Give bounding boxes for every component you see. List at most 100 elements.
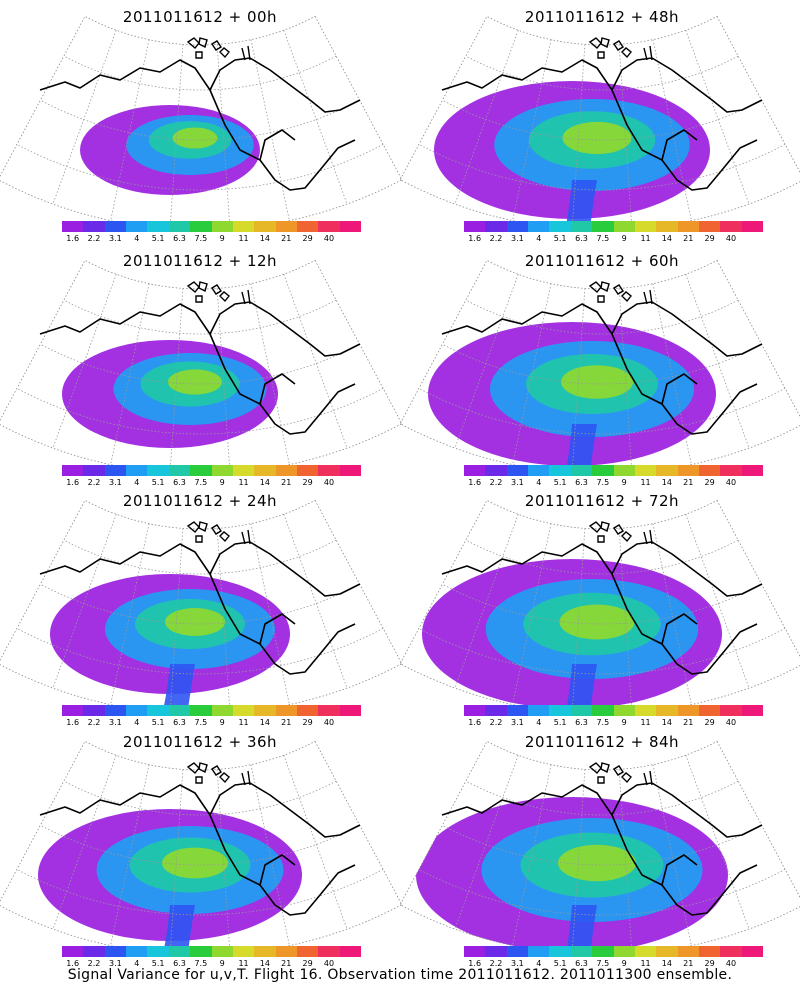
graticule-meridian — [169, 528, 184, 713]
colorbar-tick-label: 4 — [536, 478, 542, 487]
colorbar-tick-label: 40 — [323, 959, 335, 968]
arctic-islands — [186, 281, 251, 305]
colorbar-tick-label: 3.1 — [109, 959, 122, 968]
graticule-meridian — [283, 30, 348, 205]
colorbar-swatch — [698, 946, 721, 957]
graticule-parallel — [418, 868, 786, 916]
colorbar-tick-label: 9 — [219, 718, 225, 727]
panel-title: 2011011612 + 00h — [122, 8, 278, 26]
colorbar-swatch — [104, 465, 127, 476]
colorbar-ticks: 1.6 2.2 3.1 4 5.1 6.3 7.5 9 11 14 21 29 40 — [464, 478, 763, 490]
colorbar-tick-label: 2.2 — [87, 959, 101, 968]
graticule-meridian — [52, 514, 117, 689]
figure-caption: Signal Variance for u,v,T. Flight 16. Ob… — [67, 967, 733, 983]
map-plot — [399, 499, 800, 715]
graticule-meridian — [169, 44, 184, 229]
colorbar-tick-label: 21 — [683, 959, 694, 968]
graticule-parallel — [418, 387, 786, 435]
graticule-meridian — [283, 514, 348, 689]
graticule-meridian — [454, 514, 519, 689]
colorbar-tick-label: 7.5 — [596, 718, 610, 727]
map-boundary — [0, 259, 403, 475]
map-plot — [399, 259, 800, 475]
colorbar-swatch — [549, 221, 571, 232]
colorbar — [464, 465, 764, 476]
graticule-meridian — [250, 523, 290, 705]
colorbar-swatch — [147, 705, 169, 716]
colorbar-tick-label: 2.2 — [87, 478, 101, 487]
coastline — [39, 541, 361, 675]
colorbar-swatch — [549, 465, 571, 476]
colorbar-tick-label: 1.6 — [468, 959, 482, 968]
colorbar-tick-label: 5.1 — [553, 959, 567, 968]
graticule-meridian — [685, 514, 750, 689]
graticule-meridian — [216, 528, 231, 713]
graticule-meridian — [52, 755, 117, 930]
colorbar-swatch — [570, 705, 593, 716]
colorbar-swatch — [168, 221, 191, 232]
coastline — [39, 782, 361, 916]
colorbar-swatch — [254, 946, 276, 957]
graticule-meridian — [216, 44, 231, 229]
colorbar-tick-label: 3.1 — [109, 234, 122, 243]
colorbar-swatch — [339, 946, 362, 957]
colorbar-tick-label: 3.1 — [511, 959, 524, 968]
colorbar-tick-label: 5.1 — [151, 959, 165, 968]
arctic-islands — [588, 521, 653, 545]
colorbar-tick-label: 29 — [704, 718, 715, 727]
graticule-meridian — [250, 39, 290, 221]
graticule-meridian — [169, 769, 184, 954]
colorbar-tick-label: 29 — [704, 959, 715, 968]
colorbar-swatch — [613, 221, 635, 232]
colorbar-tick-label: 2.2 — [489, 959, 503, 968]
arctic-islands — [186, 762, 251, 786]
colorbar-tick-label: 40 — [725, 478, 737, 487]
map-boundary — [0, 740, 403, 956]
colorbar-tick-label: 7.5 — [194, 718, 208, 727]
colorbar-swatch — [677, 946, 699, 957]
colorbar-tick-label: 5.1 — [151, 478, 165, 487]
graticule-meridian — [110, 523, 150, 705]
graticule-parallel — [63, 299, 337, 335]
colorbar-swatch — [254, 465, 276, 476]
graticule-meridian — [110, 764, 150, 946]
colorbar-tick-label: 6.3 — [575, 959, 588, 968]
colorbar-tick-label: 29 — [704, 478, 715, 487]
colorbar-tick-label: 21 — [683, 234, 694, 243]
colorbar-ticks: 1.6 2.2 3.1 4 5.1 6.3 7.5 9 11 14 21 29 40 — [464, 959, 763, 971]
map-plot — [399, 15, 800, 231]
graticule-meridian — [512, 523, 552, 705]
map-panel: 2011011612 + 84h 1.6 2.2 3.1 4 5.1 6.3 7.5 9 11 14… — [399, 733, 800, 975]
map-panel: 2011011612 + 48h 1.6 2.2 3.1 4 5.1 6.3 7.5 9 11 14… — [399, 8, 800, 250]
panel-title: 2011011612 + 84h — [524, 733, 680, 751]
colorbar-swatch — [634, 946, 657, 957]
colorbar-swatch — [232, 465, 255, 476]
colorbar-tick-label: 6.3 — [575, 478, 588, 487]
field-contour-3 — [165, 608, 225, 636]
colorbar-tick-label: 40 — [323, 234, 335, 243]
colorbar-ticks: 1.6 2.2 3.1 4 5.1 6.3 7.5 9 11 14 21 29 40 — [464, 718, 763, 730]
graticule-meridian — [571, 528, 586, 713]
colorbar-swatch — [211, 221, 233, 232]
colorbar-tick-label: 9 — [219, 478, 225, 487]
colorbar-tick-label: 14 — [661, 234, 672, 243]
colorbar-swatch — [168, 946, 191, 957]
colorbar-tick-label: 3.1 — [511, 234, 524, 243]
colorbar-tick-label: 7.5 — [194, 478, 208, 487]
panel-title: 2011011612 + 48h — [524, 8, 680, 26]
colorbar-tick-label: 40 — [323, 718, 335, 727]
colorbar-swatch — [464, 705, 486, 716]
colorbar-swatch — [275, 705, 297, 716]
graticule-meridian — [283, 274, 348, 449]
colorbar-swatch — [549, 946, 571, 957]
colorbar-swatch — [634, 221, 657, 232]
map-panel: 2011011612 + 24h 1.6 2.2 3.1 4 5.1 6.3 7.5 9 11 14… — [0, 492, 403, 734]
colorbar-swatch — [592, 946, 614, 957]
colorbar-tick-label: 14 — [259, 718, 270, 727]
colorbar-swatch — [275, 465, 297, 476]
graticule-meridian — [110, 283, 150, 465]
colorbar-swatch — [126, 465, 148, 476]
colorbar-swatch — [126, 221, 148, 232]
colorbar-swatch — [190, 465, 212, 476]
colorbar-tick-label: 1.6 — [66, 718, 80, 727]
